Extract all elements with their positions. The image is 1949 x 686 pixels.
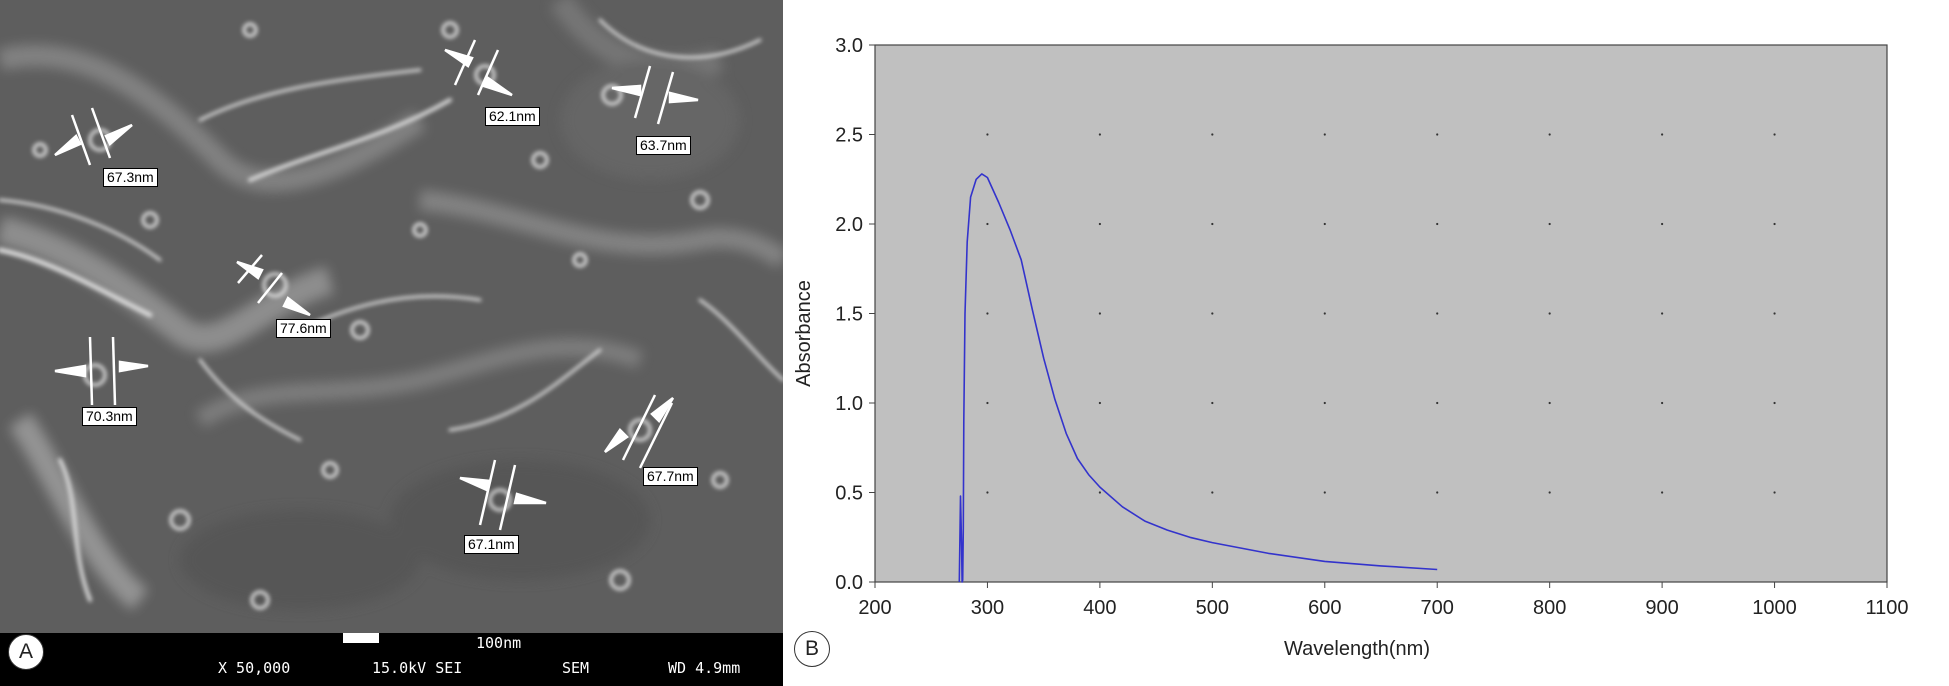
x-tick-label: 200	[858, 597, 891, 619]
x-tick-label: 700	[1421, 597, 1454, 619]
grid-dot	[1436, 312, 1439, 315]
grid-dot	[1661, 401, 1664, 405]
panel-letter-b: B	[794, 631, 830, 667]
grid-dot	[1211, 312, 1214, 315]
grid-dot	[1098, 312, 1101, 315]
grid-dot	[1436, 491, 1439, 494]
grid-dot	[1548, 222, 1551, 226]
grid-dot	[1098, 133, 1101, 136]
grid-dot	[1548, 312, 1551, 315]
measurement-label-70-3: 70.3nm	[82, 407, 137, 426]
y-tick-label: 1.0	[835, 393, 863, 415]
measurement-label-62-1: 62.1nm	[485, 107, 540, 126]
y-tick-label: 2.0	[835, 214, 863, 236]
grid-dot	[1323, 491, 1326, 494]
grid-dot	[1773, 491, 1776, 494]
x-tick-label: 800	[1533, 597, 1566, 619]
grid-dot	[1323, 401, 1326, 405]
grid-dot	[1098, 491, 1101, 494]
grid-dot	[986, 222, 989, 226]
grid-dot	[1098, 222, 1101, 226]
x-axis-label: Wavelength(nm)	[1284, 638, 1430, 660]
y-axis-label: Absorbance	[793, 280, 815, 387]
measurement-label-67-1: 67.1nm	[464, 535, 519, 554]
working-distance-text: WD 4.9mm	[668, 659, 741, 677]
grid-dot	[1773, 312, 1776, 315]
grid-dot	[1661, 222, 1664, 226]
absorbance-chart: 200 300 400 500 600 700 800 900 1000 1100 0.0 0.5 1.…	[793, 35, 1909, 660]
grid-dot	[1098, 401, 1101, 405]
mode-text: SEM	[562, 659, 590, 677]
grid-dot	[1773, 222, 1776, 226]
x-tick-label: 600	[1308, 597, 1341, 619]
grid-dot	[1548, 401, 1551, 405]
grid-dot	[986, 491, 989, 494]
sem-info-bar: 100nm X 50,000 15.0kV SEI SEM WD 4.9mm	[0, 633, 783, 686]
grid-dot	[1436, 133, 1439, 136]
grid-dot	[1436, 222, 1439, 226]
grid-dot	[1548, 491, 1551, 494]
x-tick-label: 900	[1645, 597, 1678, 619]
grid-dot	[986, 312, 989, 315]
scale-bar	[343, 633, 379, 643]
grid-dot	[1323, 312, 1326, 315]
plot-area	[874, 44, 1888, 583]
voltage-text: 15.0kV SEI	[372, 659, 463, 677]
sem-micrograph-panel: 62.1nm 63.7nm 67.3nm 77.6nm 70.3nm 67.7n…	[0, 0, 783, 686]
grid-dot	[1661, 133, 1664, 136]
grid-dot	[1211, 222, 1214, 226]
x-tick-label: 300	[971, 597, 1004, 619]
grid-dot	[1436, 401, 1439, 405]
y-tick-label: 3.0	[835, 35, 863, 57]
grid-dot	[1661, 312, 1664, 315]
grid-dot	[986, 401, 989, 405]
grid-dot	[986, 133, 989, 136]
x-tick-label: 1100	[1865, 597, 1908, 619]
grid-dot	[1323, 222, 1326, 226]
x-tick-label: 400	[1083, 597, 1116, 619]
absorbance-series-line	[958, 173, 1438, 583]
measurement-label-67-7: 67.7nm	[643, 467, 698, 486]
grid-dot	[1661, 491, 1664, 494]
sem-image	[0, 0, 783, 686]
panel-letter-a: A	[8, 634, 44, 670]
y-tick-label: 1.5	[835, 304, 863, 326]
measurement-label-77-6: 77.6nm	[276, 319, 331, 338]
grid-dot	[1211, 133, 1214, 136]
measurement-label-67-3: 67.3nm	[103, 168, 158, 187]
grid-dot	[1773, 401, 1776, 405]
grid-dot	[1211, 491, 1214, 494]
grid-dot	[1548, 133, 1551, 136]
grid-dot	[1211, 401, 1214, 405]
grid-dot	[1773, 133, 1776, 136]
y-tick-label: 2.5	[835, 125, 863, 147]
magnification-text: X 50,000	[218, 659, 291, 677]
x-tick-label: 500	[1196, 597, 1229, 619]
scale-label: 100nm	[476, 634, 522, 652]
measurement-label-63-7: 63.7nm	[636, 136, 691, 155]
y-tick-label: 0.5	[835, 483, 863, 505]
absorbance-chart-panel: 200 300 400 500 600 700 800 900 1000 1100 0.0 0.5 1.…	[790, 0, 1949, 686]
y-tick-label: 0.0	[835, 572, 863, 594]
grid-dot	[1323, 133, 1326, 136]
x-tick-label: 1000	[1752, 597, 1797, 619]
